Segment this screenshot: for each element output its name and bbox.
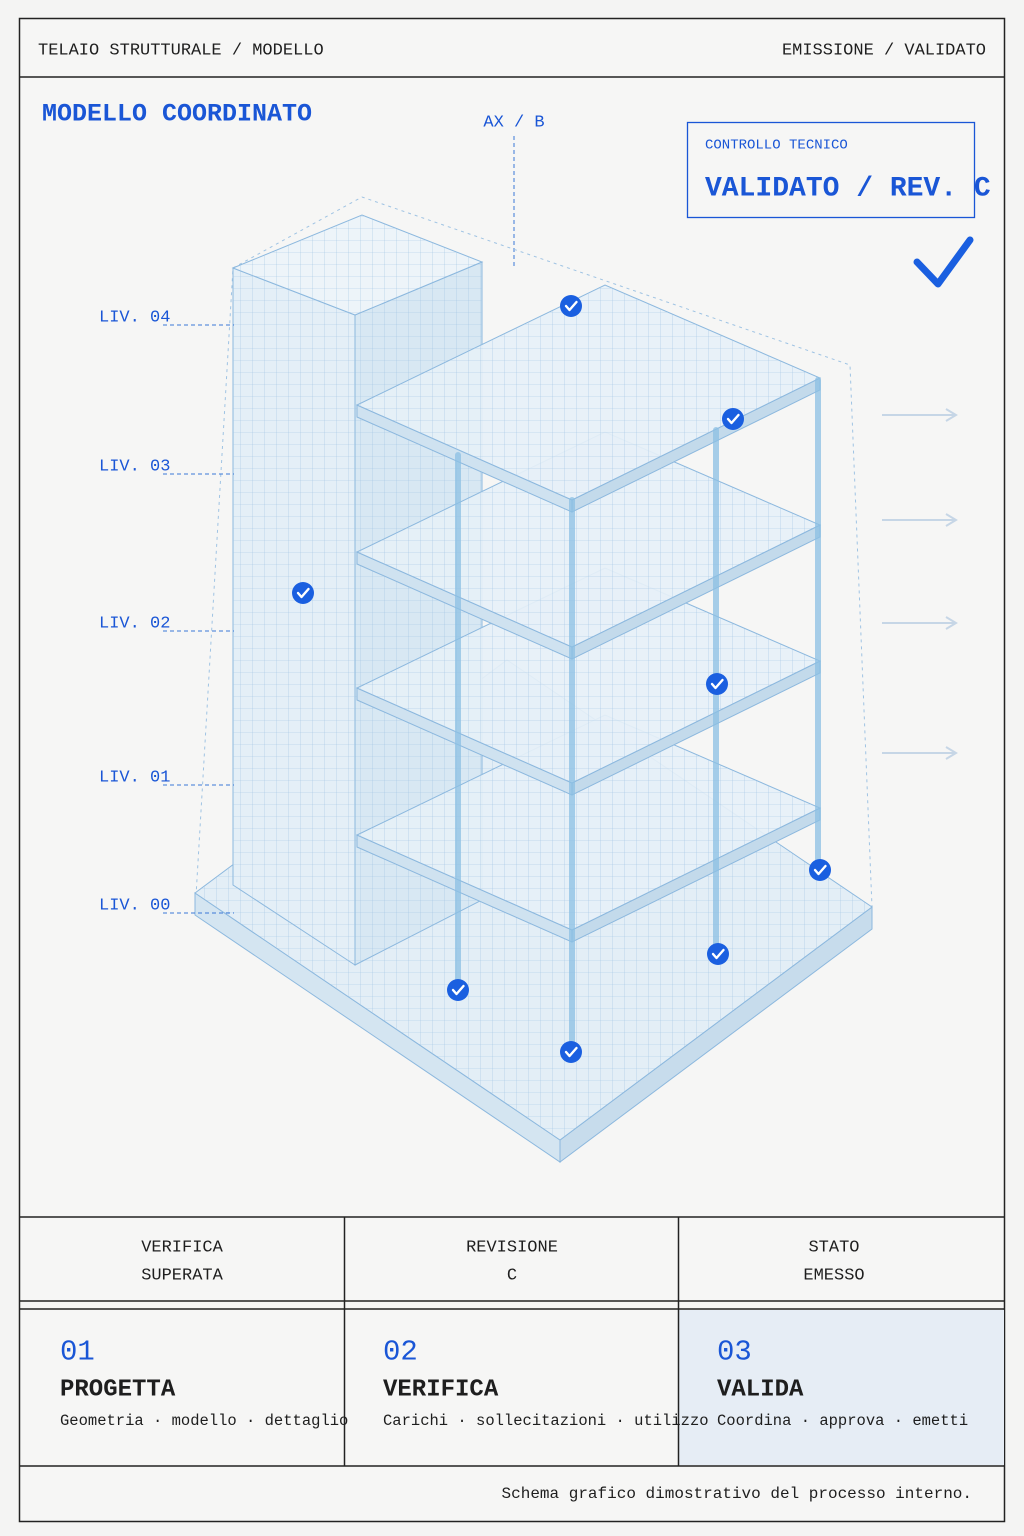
status-text: SUPERATA bbox=[141, 1266, 223, 1285]
model-title: MODELLO COORDINATO bbox=[42, 100, 312, 129]
step-number: 03 bbox=[717, 1336, 752, 1369]
step-title: PROGETTA bbox=[60, 1376, 176, 1403]
step-title: VALIDA bbox=[717, 1376, 804, 1403]
slab-grid bbox=[357, 432, 820, 647]
footer-note: Schema grafico dimostrativo del processo… bbox=[502, 1485, 972, 1503]
active-step-bg bbox=[679, 1310, 1004, 1465]
step-description: Geometria · modello · dettaglio bbox=[60, 1412, 348, 1430]
slab-grid bbox=[357, 285, 820, 500]
header-left: TELAIO STRUTTURALE / MODELLO bbox=[38, 41, 324, 60]
slab-grid bbox=[357, 715, 820, 930]
slab-grid bbox=[357, 568, 820, 783]
step-description: Coordina · approva · emetti bbox=[717, 1412, 968, 1430]
step-title: VERIFICA bbox=[383, 1376, 499, 1403]
status-text: STATO bbox=[808, 1238, 859, 1257]
level-label: LIV. 00 bbox=[99, 896, 170, 915]
building bbox=[194, 196, 958, 1163]
stamp-label: CONTROLLO TECNICO bbox=[705, 138, 848, 154]
status-text: EMESSO bbox=[803, 1266, 864, 1285]
status-text: VERIFICA bbox=[141, 1238, 223, 1257]
level-label: LIV. 04 bbox=[99, 308, 170, 327]
stamp-box bbox=[686, 121, 976, 219]
axis-label: AX / B bbox=[483, 113, 544, 132]
step-description: Carichi · sollecitazioni · utilizzo bbox=[383, 1412, 709, 1430]
big-check bbox=[913, 236, 974, 288]
status-text: C bbox=[507, 1266, 517, 1285]
level-label: LIV. 03 bbox=[99, 457, 170, 476]
step-number: 01 bbox=[60, 1336, 95, 1369]
level-label: LIV. 01 bbox=[99, 768, 170, 787]
level-label: LIV. 02 bbox=[99, 614, 170, 633]
step-number: 02 bbox=[383, 1336, 418, 1369]
header-right: EMISSIONE / VALIDATO bbox=[782, 41, 986, 60]
status-text: REVISIONE bbox=[466, 1238, 558, 1257]
stamp-title: VALIDATO / REV. C bbox=[705, 173, 991, 204]
